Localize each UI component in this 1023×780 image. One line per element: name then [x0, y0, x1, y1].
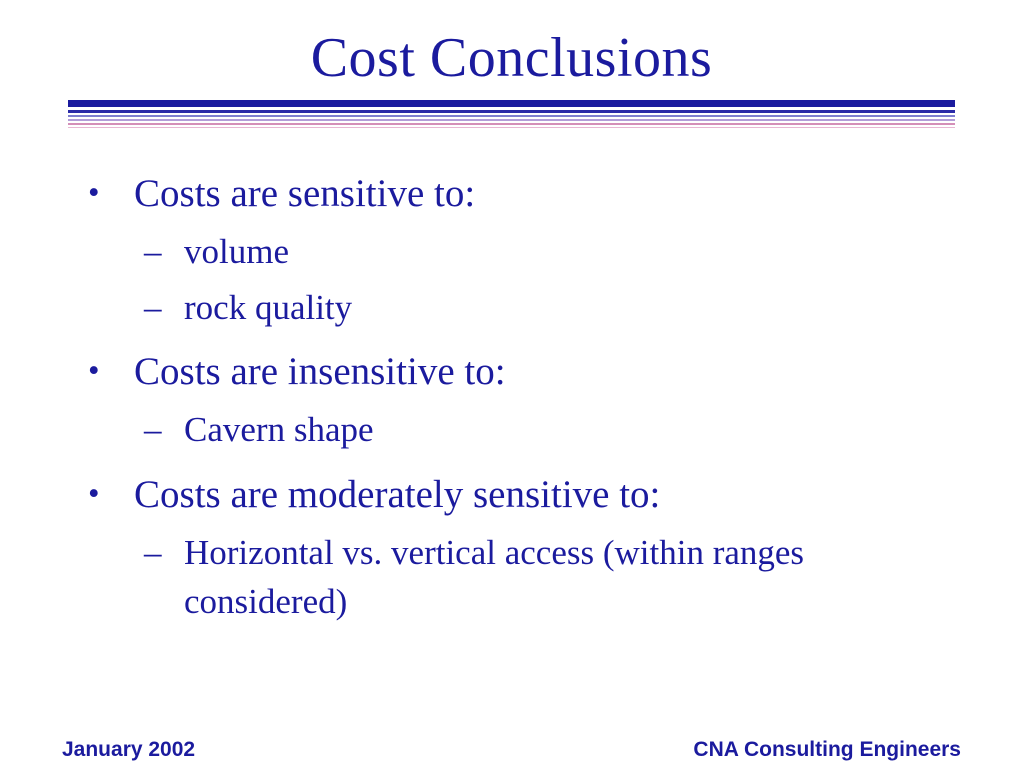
sub-bullet-text: volume	[184, 232, 289, 272]
sub-bullet-item: – rock quality	[144, 284, 963, 332]
slide-body: • Costs are sensitive to: – volume – roc…	[0, 128, 1023, 626]
sub-bullet-item: – Horizontal vs. vertical access (within…	[144, 529, 963, 626]
bullet-item: • Costs are sensitive to:	[88, 166, 963, 221]
divider-stripe	[68, 100, 955, 107]
bullet-item: • Costs are insensitive to:	[88, 344, 963, 399]
dash-icon: –	[144, 232, 162, 272]
divider-stripe	[68, 127, 955, 128]
sub-bullet-text: Cavern shape	[184, 410, 374, 450]
slide-title: Cost Conclusions	[310, 27, 713, 89]
bullet-item: • Costs are moderately sensitive to:	[88, 467, 963, 522]
bullet-text: Costs are moderately sensitive to:	[134, 472, 661, 516]
bullet-icon: •	[88, 353, 100, 390]
slide-footer: January 2002 CNA Consulting Engineers	[0, 738, 1023, 762]
bullet-icon: •	[88, 475, 100, 512]
sub-bullet-text: Horizontal vs. vertical access (within r…	[184, 533, 805, 621]
dash-icon: –	[144, 410, 162, 450]
divider-stripe	[68, 119, 955, 121]
title-divider	[68, 100, 955, 128]
dash-icon: –	[144, 287, 162, 327]
bullet-text: Costs are insensitive to:	[134, 350, 506, 394]
divider-stripe	[68, 110, 955, 113]
divider-stripe	[68, 123, 955, 125]
sub-bullet-item: – Cavern shape	[144, 406, 963, 454]
sub-bullet-text: rock quality	[184, 287, 353, 327]
footer-company: CNA Consulting Engineers	[693, 738, 961, 761]
sub-bullet-item: – volume	[144, 228, 963, 276]
divider-stripe	[68, 115, 955, 117]
bullet-text: Costs are sensitive to:	[134, 172, 476, 215]
bullet-icon: •	[88, 175, 100, 211]
dash-icon: –	[144, 533, 162, 573]
footer-date: January 2002	[62, 738, 196, 761]
